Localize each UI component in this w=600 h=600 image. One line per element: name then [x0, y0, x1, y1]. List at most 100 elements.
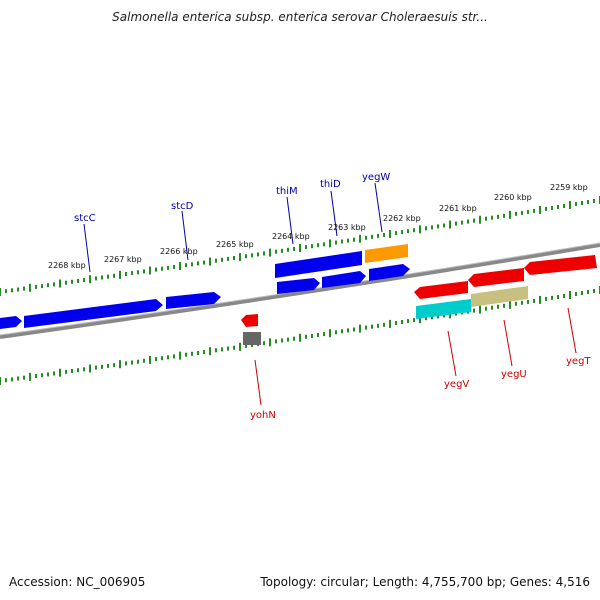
scale-label-2266: 2266 kbp — [160, 247, 198, 256]
gene-label-stcC[interactable]: stcC — [74, 213, 96, 224]
minor-tick — [587, 200, 589, 204]
scale-label-2260: 2260 kbp — [494, 193, 532, 202]
gene-arrow[interactable] — [241, 314, 258, 327]
minor-tick — [335, 330, 337, 335]
minor-tick — [191, 351, 193, 356]
major-tick — [119, 360, 121, 369]
minor-tick — [155, 267, 157, 272]
major-tick — [149, 355, 151, 364]
forward-gene-arrows — [0, 244, 410, 329]
scale-label-2267: 2267 kbp — [104, 255, 142, 264]
minor-tick — [17, 287, 19, 292]
gene-arrow[interactable] — [369, 264, 410, 281]
minor-tick — [413, 228, 415, 233]
minor-tick — [251, 253, 253, 258]
minor-tick — [221, 257, 223, 262]
minor-tick — [83, 367, 85, 372]
minor-tick — [353, 237, 355, 242]
minor-tick — [65, 369, 67, 374]
minor-tick — [527, 209, 529, 214]
minor-tick — [317, 243, 319, 248]
minor-tick — [515, 211, 517, 216]
minor-tick — [17, 376, 19, 381]
minor-tick — [203, 350, 205, 355]
minor-tick — [197, 351, 199, 355]
minor-tick — [527, 299, 529, 304]
forward-gene-labels: stcC stcD thiM thiD yegW — [74, 172, 390, 273]
minor-tick — [347, 328, 349, 333]
minor-tick — [497, 304, 499, 309]
minor-tick — [35, 374, 37, 378]
forward-scale-ticks — [0, 196, 600, 296]
minor-tick — [77, 278, 79, 283]
minor-tick — [173, 265, 175, 269]
minor-tick — [161, 356, 163, 361]
minor-tick — [353, 327, 355, 332]
major-tick — [179, 351, 181, 360]
scale-label-2262: 2262 kbp — [383, 214, 421, 223]
gene-label-yohN[interactable]: yohN — [250, 410, 276, 421]
minor-tick — [107, 274, 109, 279]
gene-arrow[interactable] — [166, 292, 221, 309]
gene-arrow[interactable] — [275, 251, 362, 278]
minor-tick — [95, 365, 97, 370]
gene-block[interactable] — [243, 332, 261, 345]
minor-tick — [95, 276, 97, 281]
minor-tick — [407, 319, 409, 324]
gene-label-stcD[interactable]: stcD — [171, 201, 194, 212]
major-tick — [479, 215, 481, 224]
major-tick — [539, 295, 541, 304]
major-tick — [29, 372, 31, 381]
reverse-gene-labels: yohN yegV yegU yegT — [250, 307, 591, 421]
minor-tick — [425, 226, 427, 231]
minor-tick — [113, 363, 115, 368]
minor-tick — [65, 280, 67, 285]
major-tick — [389, 319, 391, 328]
gene-label-yegW[interactable]: yegW — [362, 172, 390, 183]
major-tick — [479, 305, 481, 314]
minor-tick — [395, 231, 397, 236]
minor-tick — [257, 252, 259, 257]
minor-tick — [593, 199, 595, 203]
minor-tick — [5, 289, 7, 294]
minor-tick — [215, 258, 217, 263]
gene-label-yegV[interactable]: yegV — [444, 379, 469, 390]
gene-block[interactable] — [416, 299, 471, 319]
genome-summary: Topology: circular; Length: 4,755,700 bp… — [260, 575, 590, 589]
gene-label-thiD[interactable]: thiD — [320, 179, 341, 190]
scale-label-2263: 2263 kbp — [328, 223, 366, 232]
gene-arrow[interactable] — [0, 316, 22, 329]
major-tick — [299, 333, 301, 342]
minor-tick — [173, 354, 175, 359]
gene-arrow[interactable] — [468, 268, 524, 287]
minor-tick — [503, 213, 505, 218]
minor-tick — [431, 315, 433, 320]
minor-tick — [473, 308, 475, 313]
minor-tick — [581, 291, 583, 295]
gene-arrow[interactable] — [24, 299, 163, 328]
minor-tick — [443, 223, 445, 228]
gene-arrow[interactable] — [277, 278, 320, 294]
gene-label-yegT[interactable]: yegT — [566, 356, 591, 367]
major-tick — [509, 300, 511, 309]
gene-arrow[interactable] — [524, 255, 597, 275]
major-tick — [389, 230, 391, 238]
gene-arrow[interactable] — [414, 281, 468, 299]
minor-tick — [455, 221, 457, 226]
minor-tick — [401, 230, 403, 235]
gene-arrow[interactable] — [322, 271, 366, 288]
major-tick — [419, 225, 421, 234]
minor-tick — [461, 220, 463, 225]
minor-tick — [533, 208, 535, 213]
minor-tick — [383, 322, 385, 327]
gene-block[interactable] — [471, 286, 528, 307]
major-tick — [359, 234, 361, 243]
minor-tick — [281, 248, 283, 253]
map-title: Salmonella enterica subsp. enterica sero… — [112, 10, 488, 24]
minor-tick — [203, 260, 205, 265]
gene-label-thiM[interactable]: thiM — [276, 186, 298, 197]
gene-arrow[interactable] — [365, 244, 408, 263]
gene-label-yegU[interactable]: yegU — [501, 369, 527, 380]
minor-tick — [167, 265, 169, 270]
